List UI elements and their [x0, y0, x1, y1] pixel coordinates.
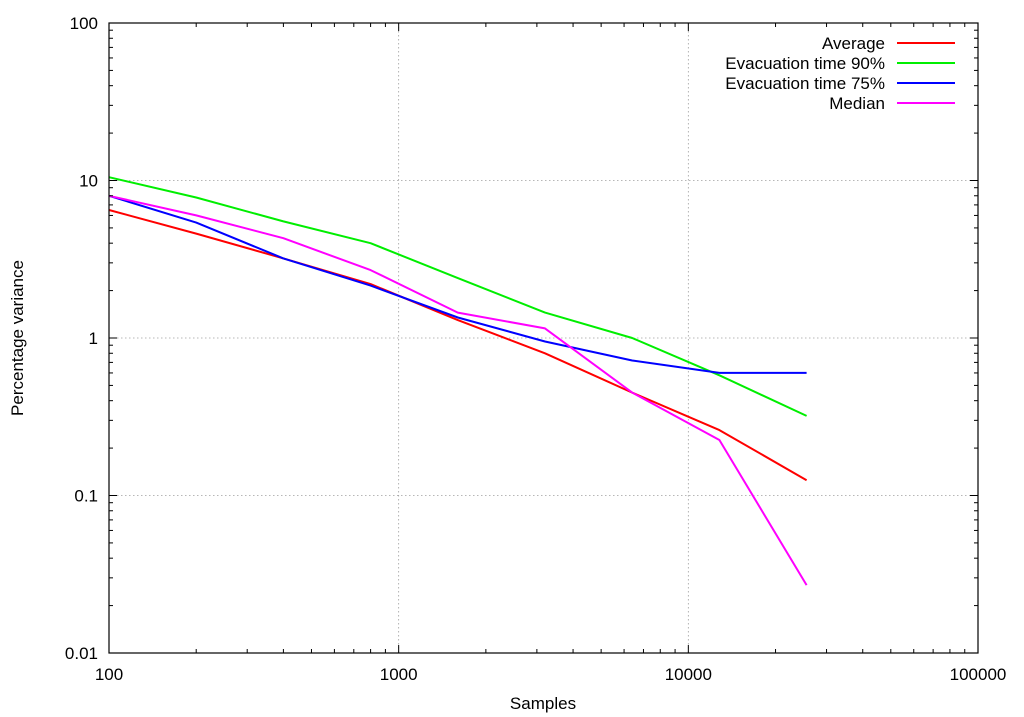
legend-label: Evacuation time 90%	[725, 54, 885, 73]
y-tick-label: 1	[89, 329, 98, 348]
y-tick-label: 0.01	[65, 644, 98, 663]
series-line-3	[108, 194, 807, 374]
x-tick-label: 10000	[665, 665, 712, 684]
y-tick-label: 100	[70, 14, 98, 33]
series-line-4	[108, 194, 808, 586]
x-tick-label: 100	[95, 665, 123, 684]
x-axis-title: Samples	[510, 694, 576, 713]
legend-label: Median	[829, 94, 885, 113]
series-line-1	[108, 209, 808, 482]
x-tick-label: 1000	[380, 665, 418, 684]
y-axis-title: Percentage variance	[8, 260, 27, 416]
series-layer	[108, 176, 808, 586]
y-tick-label: 0.1	[74, 487, 98, 506]
axis-ticks: 100 1000 10000 100000 0.01 0.1 1 10 100	[65, 14, 1006, 684]
legend-label: Evacuation time 75%	[725, 74, 885, 93]
series-line-2	[108, 176, 808, 417]
legend-label: Average	[822, 34, 885, 53]
y-tick-label: 10	[79, 172, 98, 191]
grid-lines	[109, 23, 978, 653]
x-tick-label: 100000	[950, 665, 1007, 684]
